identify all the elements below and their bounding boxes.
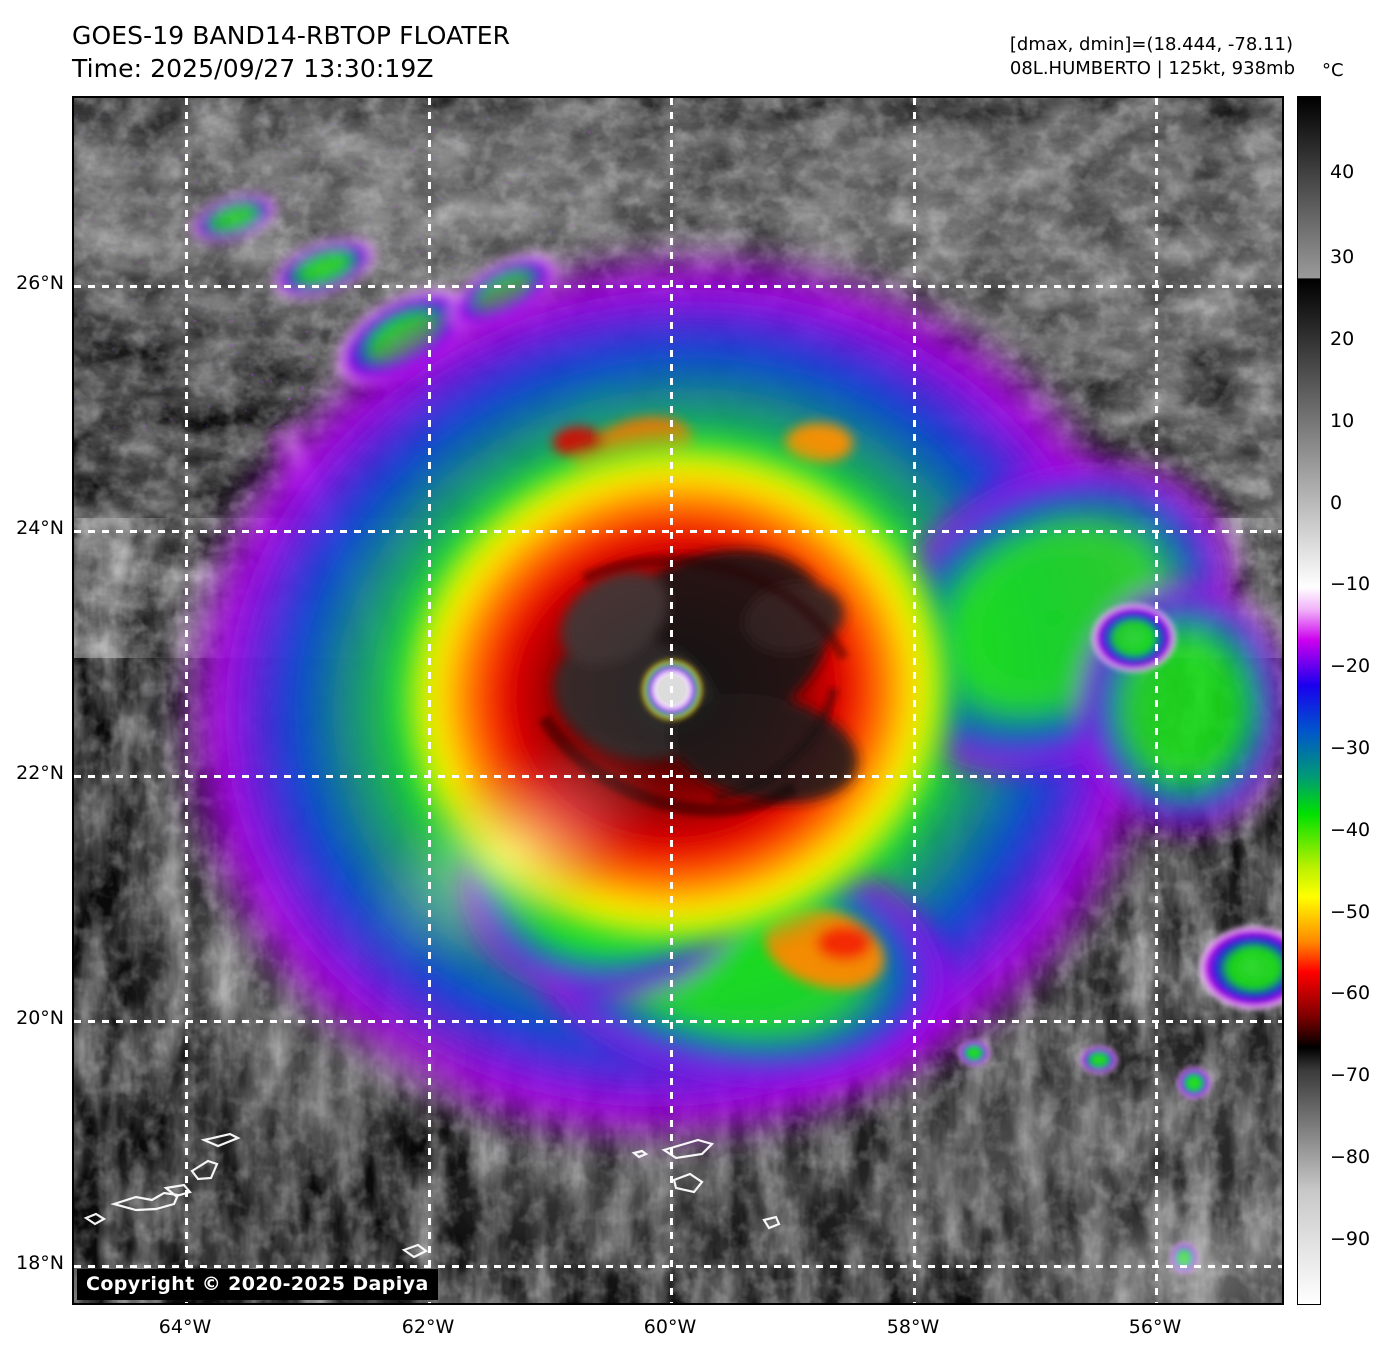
lon-label-60w: 60°W <box>643 1316 697 1338</box>
timestamp-label: Time: 2025/09/27 13:30:19Z <box>72 53 434 83</box>
storm-info-label: 08L.HUMBERTO | 125kt, 938mb <box>1009 58 1295 80</box>
colorbar-tick-m70: −70 <box>1330 1064 1371 1086</box>
hurricane-eye <box>642 660 702 720</box>
copyright-watermark: Copyright © 2020-2025 Dapiya <box>77 1269 438 1300</box>
colorbar-tick-m40: −40 <box>1330 819 1371 841</box>
lat-label-20n: 20°N <box>16 1007 64 1029</box>
lat-label-18n: 18°N <box>16 1252 64 1274</box>
lon-label-56w: 56°W <box>1128 1316 1182 1338</box>
colorbar-tick-30: 30 <box>1330 246 1355 268</box>
satellite-image-panel[interactable]: Copyright © 2020-2025 Dapiya <box>72 96 1284 1305</box>
colorbar-tick-0: 0 <box>1330 492 1343 514</box>
lon-label-58w: 58°W <box>886 1316 940 1338</box>
lat-label-22n: 22°N <box>16 762 64 784</box>
page-title: GOES-19 BAND14-RBTOP FLOATER <box>72 21 511 50</box>
temperature-colorbar[interactable] <box>1297 96 1321 1305</box>
colorbar-tick-m10: −10 <box>1330 573 1371 595</box>
lat-label-24n: 24°N <box>16 517 64 539</box>
header-title-block: GOES-19 BAND14-RBTOP FLOATER Time: 2025/… <box>72 20 510 85</box>
colorbar-tick-m30: −30 <box>1330 737 1371 759</box>
colorbar-tick-40: 40 <box>1330 161 1355 183</box>
colorbar-unit-label: °C <box>1322 60 1344 81</box>
lon-label-64w: 64°W <box>158 1316 212 1338</box>
colorbar-tick-m50: −50 <box>1330 901 1371 923</box>
colorbar-tick-m20: −20 <box>1330 655 1371 677</box>
colorbar-tick-10: 10 <box>1330 410 1355 432</box>
island-coastlines <box>83 1132 781 1259</box>
colorbar-tick-m60: −60 <box>1330 982 1371 1004</box>
dminmax-label: [dmax, dmin]=(18.444, -78.11) <box>1009 34 1293 55</box>
colorbar-tick-m80: −80 <box>1330 1146 1371 1168</box>
lat-label-26n: 26°N <box>16 272 64 294</box>
colorbar-tick-20: 20 <box>1330 328 1355 350</box>
colorbar-gradient <box>1298 97 1320 1304</box>
colorbar-tick-m90: −90 <box>1330 1228 1371 1250</box>
lon-label-62w: 62°W <box>401 1316 455 1338</box>
header-metadata-block: [dmax, dmin]=(18.444, -78.11) 08L.HUMBER… <box>1010 33 1295 81</box>
satellite-imagery <box>74 98 1282 1303</box>
